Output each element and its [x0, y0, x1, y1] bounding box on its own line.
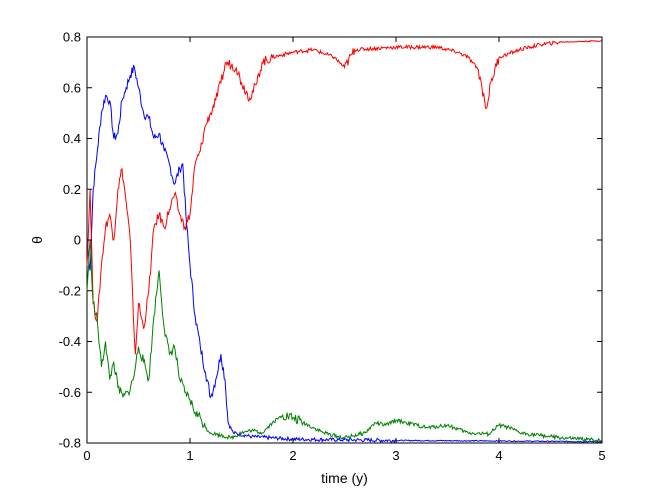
- plot-area: [86, 36, 603, 444]
- x-tick-label: 2: [289, 448, 296, 463]
- x-tick-label: 5: [598, 448, 605, 463]
- y-tick-label: 0: [74, 233, 81, 248]
- y-tick-label: -0.6: [59, 385, 81, 400]
- y-tick-label: 0.4: [63, 131, 81, 146]
- y-axis-label: θ: [29, 236, 45, 244]
- series-line-1: [86, 64, 603, 444]
- y-tick-labels: -0.8 -0.6 -0.4 -0.2 0 0.2 0.4 0.6 0.8: [59, 30, 81, 451]
- y-tick-label: 0.6: [63, 80, 81, 95]
- x-tick-labels: 0 1 2 3 4 5: [83, 448, 605, 463]
- y-tick-label: 0.2: [63, 182, 81, 197]
- y-tick-label: -0.4: [59, 334, 81, 349]
- x-tick-label: 1: [186, 448, 193, 463]
- series-line-2: [86, 39, 603, 355]
- y-tick-label: -0.8: [59, 436, 81, 451]
- y-tick-label: 0.8: [63, 30, 81, 45]
- x-axis-label: time (y): [321, 470, 368, 486]
- series-line-3: [86, 239, 603, 444]
- x-tick-label: 4: [495, 448, 502, 463]
- ticks-layer: [86, 36, 603, 444]
- y-tick-label: -0.2: [59, 283, 81, 298]
- x-tick-label: 3: [392, 448, 399, 463]
- x-tick-label: 0: [83, 448, 90, 463]
- series-layer: [86, 39, 603, 444]
